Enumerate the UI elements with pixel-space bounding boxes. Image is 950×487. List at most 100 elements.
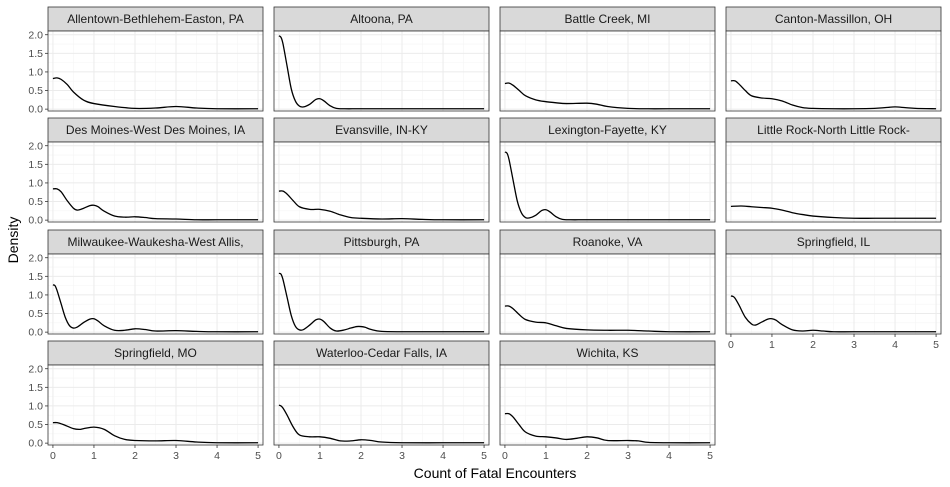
facet-strip	[725, 6, 942, 32]
major-gridlines	[726, 31, 941, 111]
facet-strip	[47, 117, 264, 143]
minor-gridlines	[48, 142, 263, 222]
minor-gridlines	[726, 31, 941, 111]
x-tick-label: 4	[214, 450, 220, 462]
x-tick-label: 5	[255, 450, 261, 462]
y-tick-label: 0.5	[28, 85, 43, 97]
facet-title: Springfield, MO	[114, 346, 197, 360]
x-tick-label: 0	[728, 339, 734, 351]
facet-panel: Pittsburgh, PA	[273, 229, 490, 335]
y-axis: 0.0 0.5 1.0 1.5 2.0	[28, 29, 48, 116]
facet-panel: Springfield, IL 0 1 2 3 4 5	[725, 229, 942, 351]
x-tick-label: 2	[584, 450, 590, 462]
y-tick-label: 0.0	[28, 215, 43, 227]
minor-gridlines	[48, 365, 263, 445]
facet-title: Altoona, PA	[350, 12, 412, 26]
y-tick-label: 1.5	[28, 271, 43, 283]
x-tick-label: 4	[666, 450, 672, 462]
y-tick-label: 2.0	[28, 363, 43, 375]
major-gridlines	[274, 254, 489, 334]
density-line	[504, 412, 711, 444]
x-tick-label: 1	[317, 450, 323, 462]
major-gridlines	[274, 365, 489, 445]
panel-border	[725, 141, 942, 223]
y-tick-label: 1.5	[28, 159, 43, 171]
x-tick-label: 4	[440, 450, 446, 462]
x-tick-label: 1	[769, 339, 775, 351]
density-line	[278, 404, 485, 444]
x-tick-label: 4	[892, 339, 898, 351]
panel-border	[47, 30, 264, 112]
panel-border	[273, 30, 490, 112]
facet-title: Des Moines-West Des Moines, IA	[66, 123, 245, 137]
facet-title: Waterloo-Cedar Falls, IA	[316, 346, 447, 360]
y-tick-label: 1.0	[28, 401, 43, 413]
y-tick-label: 1.5	[28, 382, 43, 394]
y-tick-label: 1.5	[28, 48, 43, 60]
y-tick-label: 0.0	[28, 438, 43, 450]
y-axis-title: Density	[5, 217, 21, 264]
facet-title: Battle Creek, MI	[564, 12, 650, 26]
density-line	[730, 295, 937, 333]
minor-gridlines	[726, 142, 941, 222]
panel-border	[725, 253, 942, 335]
density-line	[278, 190, 485, 221]
density-line	[730, 205, 937, 219]
y-tick-label: 1.0	[28, 178, 43, 190]
major-gridlines	[500, 142, 715, 222]
facet-title: Springfield, IL	[797, 235, 871, 249]
density-line	[504, 82, 711, 110]
panel-border	[273, 141, 490, 223]
panel-border	[273, 253, 490, 335]
facet-strip	[47, 340, 264, 366]
panel-border	[273, 364, 490, 446]
y-axis: 0.0 0.5 1.0 1.5 2.0	[28, 363, 48, 450]
y-tick-label: 0.5	[28, 419, 43, 431]
minor-gridlines	[500, 254, 715, 334]
facet-panel: Des Moines-West Des Moines, IA 0.0 0.5 1.0 1…	[28, 117, 264, 227]
major-gridlines	[274, 142, 489, 222]
density-line	[52, 284, 259, 333]
facet-strip	[725, 229, 942, 255]
major-gridlines	[500, 254, 715, 334]
major-gridlines	[726, 142, 941, 222]
x-tick-label: 1	[91, 450, 97, 462]
facet-panel: Roanoke, VA	[499, 229, 716, 335]
y-axis: 0.0 0.5 1.0 1.5 2.0	[28, 140, 48, 227]
x-tick-label: 2	[132, 450, 138, 462]
y-tick-label: 1.0	[28, 290, 43, 302]
x-tick-label: 1	[543, 450, 549, 462]
facet-panel: Milwaukee-Waukesha-West Allis, 0.0 0.5 1.0 1…	[28, 229, 264, 339]
facet-strip	[273, 229, 490, 255]
x-axis: 0 1 2 3 4 5	[728, 334, 939, 351]
facet-panel: Wichita, KS 0 1 2 3 4 5	[499, 340, 716, 462]
facet-title: Evansville, IN-KY	[335, 123, 428, 137]
panel-border	[499, 141, 716, 223]
facet-title: Roanoke, VA	[573, 235, 643, 249]
x-tick-label: 3	[625, 450, 631, 462]
facet-panel: Waterloo-Cedar Falls, IA 0 1 2 3 4 5	[273, 340, 490, 462]
density-line	[52, 421, 259, 444]
y-tick-label: 2.0	[28, 140, 43, 152]
facet-panel: Little Rock-North Little Rock-	[725, 117, 942, 223]
minor-gridlines	[274, 254, 489, 334]
major-gridlines	[48, 254, 263, 334]
density-line	[504, 305, 711, 333]
facet-strip	[47, 229, 264, 255]
major-gridlines	[48, 142, 263, 222]
panel-border	[725, 30, 942, 112]
density-line	[278, 35, 485, 110]
minor-gridlines	[274, 31, 489, 111]
y-tick-label: 0.5	[28, 308, 43, 320]
x-tick-label: 0	[276, 450, 282, 462]
x-tick-label: 5	[933, 339, 939, 351]
facet-strip	[273, 117, 490, 143]
x-tick-label: 0	[502, 450, 508, 462]
x-tick-label: 5	[707, 450, 713, 462]
facet-title: Allentown-Bethlehem-Easton, PA	[67, 12, 244, 26]
density-line	[52, 188, 259, 221]
panel-border	[499, 364, 716, 446]
facet-strip	[499, 6, 716, 32]
panel-border	[499, 30, 716, 112]
facet-title: Canton-Massillon, OH	[775, 12, 892, 26]
